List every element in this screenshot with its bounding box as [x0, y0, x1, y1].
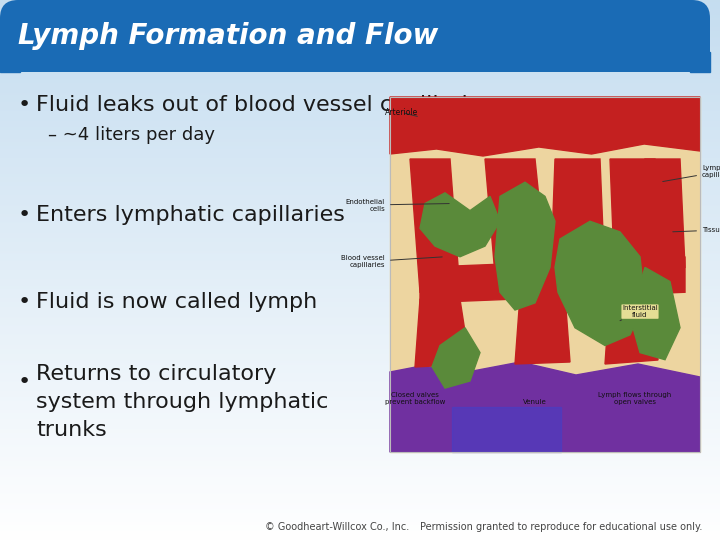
- Polygon shape: [485, 159, 545, 274]
- Text: – ~4 liters per day: – ~4 liters per day: [48, 126, 215, 144]
- Polygon shape: [420, 256, 685, 303]
- Polygon shape: [555, 221, 645, 346]
- Text: Interstitial
fluid: Interstitial fluid: [620, 305, 658, 321]
- Text: •: •: [18, 372, 31, 392]
- Polygon shape: [420, 193, 500, 256]
- Text: Endothelial
cells: Endothelial cells: [346, 199, 449, 212]
- Text: •: •: [18, 95, 31, 115]
- Polygon shape: [410, 159, 460, 292]
- Polygon shape: [630, 267, 680, 360]
- Polygon shape: [432, 328, 480, 388]
- Polygon shape: [390, 362, 700, 452]
- Text: Fluid leaks out of blood vessel capillaries: Fluid leaks out of blood vessel capillar…: [36, 95, 493, 115]
- Text: Venule: Venule: [523, 399, 547, 405]
- Polygon shape: [495, 182, 555, 310]
- Text: Arteriole: Arteriole: [385, 108, 418, 117]
- Text: © Goodheart-Willcox Co., Inc.: © Goodheart-Willcox Co., Inc.: [265, 522, 409, 532]
- Bar: [690, 52, 710, 72]
- Text: Blood vessel
capillaries: Blood vessel capillaries: [341, 255, 442, 268]
- Bar: [390, 97, 700, 452]
- Polygon shape: [515, 296, 570, 364]
- Text: Enters lymphatic capillaries: Enters lymphatic capillaries: [36, 205, 345, 225]
- Polygon shape: [390, 97, 700, 156]
- Text: Closed valves
prevent backflow: Closed valves prevent backflow: [384, 392, 445, 405]
- Text: Lymph flows through
open valves: Lymph flows through open valves: [598, 392, 672, 405]
- Text: Lymphatic
capillary: Lymphatic capillary: [662, 165, 720, 181]
- Text: •: •: [18, 292, 31, 312]
- Polygon shape: [550, 159, 605, 296]
- Bar: [390, 97, 700, 452]
- Text: Returns to circulatory
system through lymphatic
trunks: Returns to circulatory system through ly…: [36, 364, 328, 440]
- Text: Fluid is now called lymph: Fluid is now called lymph: [36, 292, 318, 312]
- FancyBboxPatch shape: [0, 0, 710, 72]
- Text: •: •: [18, 205, 31, 225]
- Polygon shape: [415, 299, 470, 367]
- Bar: [0, 52, 20, 72]
- Text: Lymph Formation and Flow: Lymph Formation and Flow: [18, 22, 438, 50]
- Polygon shape: [452, 407, 560, 452]
- Polygon shape: [640, 159, 685, 289]
- Polygon shape: [610, 159, 665, 285]
- Text: Permission granted to reproduce for educational use only.: Permission granted to reproduce for educ…: [420, 522, 703, 532]
- Text: Tissue cells: Tissue cells: [672, 227, 720, 233]
- Polygon shape: [605, 292, 658, 364]
